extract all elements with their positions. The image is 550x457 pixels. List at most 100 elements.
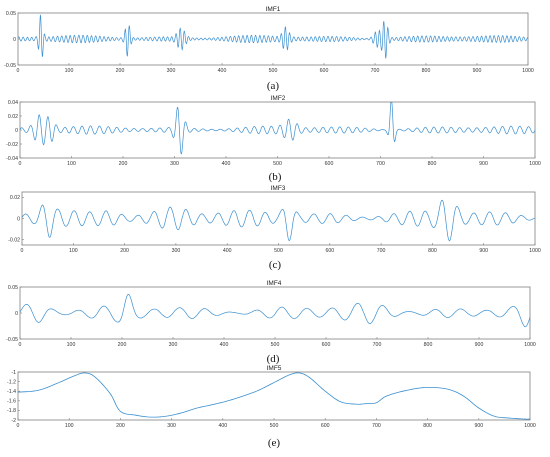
y-tick-label: -1.4 [7, 389, 16, 395]
x-tick-label: 400 [222, 161, 231, 167]
x-tick-label: 800 [422, 68, 431, 74]
x-axis-ticks: 0 100 200 300 400 500 600 700 800 900 1000 [17, 418, 536, 429]
y-tick-label: -0.05 [4, 63, 16, 69]
x-tick-label: 200 [116, 68, 125, 74]
x-tick-label: 900 [474, 423, 483, 429]
x-tick-label: 700 [377, 248, 386, 254]
x-tick-label: 1000 [522, 68, 534, 74]
y-tick-label: 0.04 [8, 100, 18, 106]
imf4-series-line [19, 293, 531, 328]
x-tick-label: 600 [321, 423, 330, 429]
x-tick-label: 700 [373, 342, 382, 348]
x-tick-label: 800 [423, 423, 432, 429]
y-tick-label: -1.8 [7, 408, 16, 414]
x-tick-label: 0 [19, 161, 22, 167]
x-tick-label: 100 [65, 68, 74, 74]
plot-frame [21, 191, 536, 246]
panel-imf5: IMF5 -2 -1.8 -1.6 -1.4 -1.2 -1 0 100 200 300 400 5… [7, 365, 536, 449]
y-axis-ticks: -0.04 -0.02 0 0.02 0.04 [6, 100, 22, 162]
y-axis-ticks: -0.02 0 0.02 [8, 195, 24, 244]
x-tick-label: 300 [167, 423, 176, 429]
x-tick-label: 800 [428, 248, 437, 254]
y-tick-label: -1 [11, 370, 16, 376]
panel-imf2: IMF2 -0.04 -0.02 0 0.02 0.04 0 100 200 300 400 50… [6, 95, 541, 183]
imf3-series-line [21, 199, 536, 242]
x-tick-label: 1000 [524, 423, 536, 429]
panel-title: IMF1 [266, 6, 281, 13]
y-tick-label: -2 [11, 418, 16, 424]
x-tick-label: 300 [170, 161, 179, 167]
x-tick-label: 0 [21, 248, 24, 254]
x-tick-label: 1000 [524, 342, 536, 348]
y-axis-ticks: -0.05 0 0.05 [6, 285, 22, 343]
panel-caption: (e) [268, 437, 281, 449]
x-tick-label: 500 [274, 248, 283, 254]
y-tick-label: -0.04 [6, 156, 18, 162]
x-tick-label: 200 [116, 423, 125, 429]
x-tick-label: 300 [172, 248, 181, 254]
y-tick-label: -0.05 [6, 337, 18, 343]
y-tick-label: -0.02 [8, 238, 20, 244]
x-tick-label: 700 [372, 423, 381, 429]
y-tick-label: 0.05 [6, 11, 16, 17]
plot-frame [19, 286, 531, 340]
imf2-series-line [19, 102, 536, 155]
x-tick-label: 1000 [529, 161, 541, 167]
x-tick-label: 200 [119, 161, 128, 167]
x-tick-label: 700 [376, 161, 385, 167]
x-axis-ticks: 0 100 200 300 400 500 600 700 800 900 1000 [21, 243, 541, 254]
y-axis-ticks: -2 -1.8 -1.6 -1.4 -1.2 -1 [7, 370, 20, 424]
panel-caption: (c) [269, 259, 282, 271]
x-tick-label: 800 [424, 342, 433, 348]
x-tick-label: 400 [223, 248, 232, 254]
x-tick-label: 200 [118, 342, 127, 348]
x-axis-ticks: 0 100 200 300 400 500 600 700 800 900 1000 [19, 337, 536, 348]
panel-title: IMF2 [271, 95, 286, 102]
x-tick-label: 500 [270, 423, 279, 429]
x-tick-label: 100 [65, 423, 74, 429]
y-tick-label: 0.02 [8, 114, 18, 120]
x-tick-label: 100 [67, 161, 76, 167]
x-tick-label: 800 [428, 161, 437, 167]
x-tick-label: 100 [69, 248, 78, 254]
x-tick-label: 900 [473, 68, 482, 74]
x-tick-label: 900 [479, 161, 488, 167]
x-tick-label: 400 [220, 342, 229, 348]
imf5-series-line [17, 372, 531, 420]
y-tick-label: -0.02 [6, 142, 18, 148]
x-tick-label: 0 [19, 342, 22, 348]
y-tick-label: 0 [15, 311, 18, 317]
x-tick-label: 500 [273, 161, 282, 167]
panel-caption: (b) [269, 171, 282, 183]
y-tick-label: 0.05 [8, 285, 18, 291]
x-axis-ticks: 0 100 200 300 400 500 600 700 800 900 1000 [17, 63, 534, 74]
y-tick-label: 0 [17, 216, 20, 222]
x-tick-label: 300 [169, 342, 178, 348]
panel-title: IMF3 [271, 185, 286, 192]
x-tick-label: 700 [371, 68, 380, 74]
x-tick-label: 400 [218, 68, 227, 74]
x-tick-label: 0 [17, 68, 20, 74]
y-tick-label: -1.2 [7, 379, 16, 385]
x-axis-ticks: 0 100 200 300 400 500 600 700 800 900 1000 [19, 156, 541, 167]
x-tick-label: 1000 [529, 248, 541, 254]
x-tick-label: 600 [325, 161, 334, 167]
panel-caption: (d) [267, 353, 280, 365]
imf1-series-line [17, 14, 529, 60]
x-tick-label: 600 [325, 248, 334, 254]
panel-title: IMF5 [267, 365, 282, 372]
y-tick-label: 0 [13, 37, 16, 43]
y-tick-label: 0.02 [10, 195, 20, 201]
y-tick-label: -1.6 [7, 399, 16, 405]
x-tick-label: 300 [167, 68, 176, 74]
plot-frame [17, 371, 531, 421]
x-tick-label: 600 [322, 342, 331, 348]
x-tick-label: 0 [17, 423, 20, 429]
panel-title: IMF4 [267, 280, 282, 287]
x-tick-label: 200 [120, 248, 129, 254]
x-tick-label: 900 [475, 342, 484, 348]
